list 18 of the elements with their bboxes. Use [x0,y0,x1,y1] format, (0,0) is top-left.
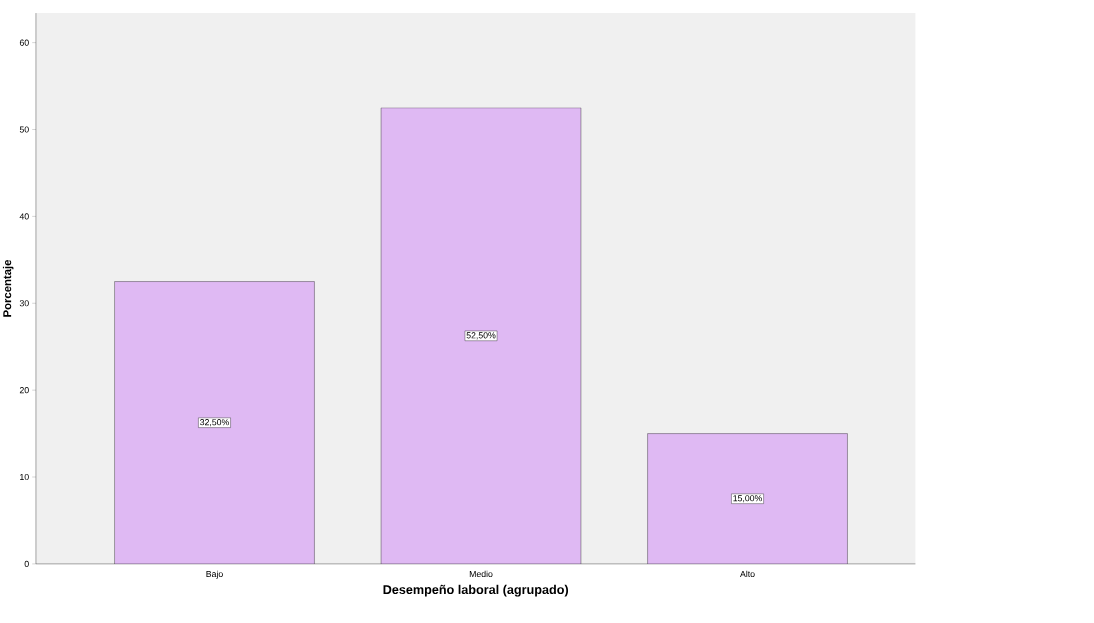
x-tick-label: Medio [469,570,493,577]
data-label: 32,50% [200,418,229,427]
x-tick-label: Alto [740,570,755,577]
bar [647,433,848,564]
bar [114,281,315,564]
data-label: 15,00% [733,494,762,503]
y-tick-label: 20 [19,386,29,394]
y-tick-label: 30 [19,300,29,307]
x-tick-label: Bajo [206,570,223,579]
x-axis-title: Desempeño laboral (agrupado) [383,584,569,597]
bar [381,107,581,564]
data-label: 52,50% [466,332,496,340]
y-tick-label: 10 [20,473,29,480]
y-axis-title: Porcentaje [2,259,14,317]
y-tick-label: 50 [19,126,29,133]
y-tick-label: 0 [24,560,29,567]
y-tick-label: 40 [19,213,29,220]
y-tick-label: 60 [19,39,29,46]
